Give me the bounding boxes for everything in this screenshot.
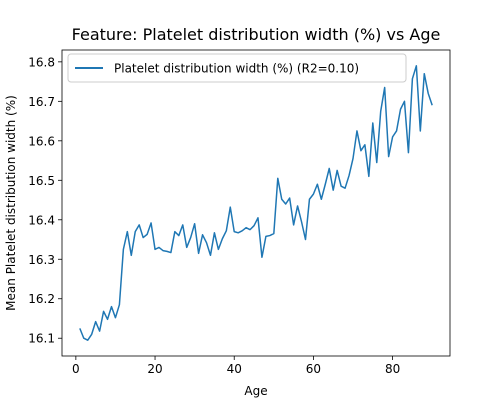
- x-tick-label: 20: [147, 362, 162, 376]
- x-tick-label: 80: [385, 362, 400, 376]
- legend-box: [67, 53, 407, 83]
- y-tick-label: 16.6: [28, 134, 55, 148]
- x-axis-label: Age: [244, 384, 267, 398]
- y-axis-label: Mean Platelet distribution width (%): [4, 95, 18, 311]
- legend-label: Platelet distribution width (%) (R2=0.10…: [114, 62, 359, 76]
- y-tick-label: 16.4: [28, 213, 55, 227]
- y-tick-label: 16.7: [28, 95, 55, 109]
- plot-frame: [61, 49, 451, 357]
- y-tick-label: 16.8: [28, 55, 55, 69]
- x-tick-label: 60: [306, 362, 321, 376]
- chart-title: Feature: Platelet distribution width (%)…: [72, 25, 441, 44]
- y-tick-label: 16.1: [28, 332, 55, 346]
- legend: Platelet distribution width (%) (R2=0.10…: [67, 53, 407, 83]
- y-tick-label: 16.3: [28, 253, 55, 267]
- x-tick-label: 0: [72, 362, 80, 376]
- x-tick-label: 40: [227, 362, 242, 376]
- y-tick-label: 16.5: [28, 174, 55, 188]
- y-tick-label: 16.2: [28, 292, 55, 306]
- series-line-0: [79, 65, 433, 341]
